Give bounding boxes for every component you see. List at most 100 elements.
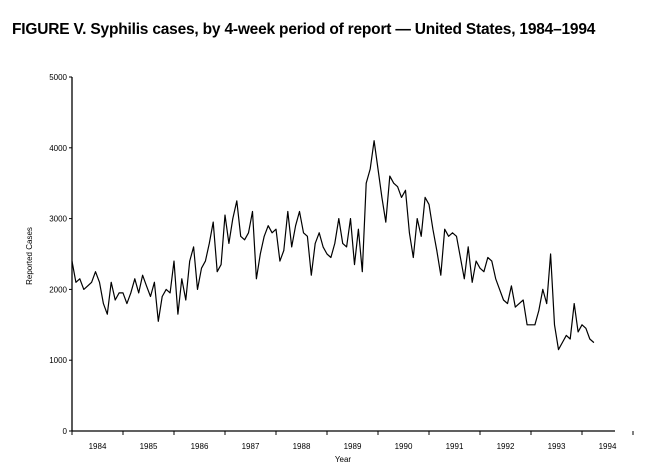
data-point [291, 246, 293, 248]
y-tick-label: 2000 [49, 285, 67, 294]
chart-title: FIGURE V. Syphilis cases, by 4-week peri… [12, 21, 596, 38]
data-point [530, 324, 532, 326]
data-point [240, 235, 242, 237]
data-point [373, 140, 375, 142]
data-point [440, 274, 442, 276]
data-point [295, 225, 297, 227]
y-tick-label: 1000 [49, 356, 67, 365]
data-point [259, 253, 261, 255]
data-point [330, 257, 332, 258]
x-tick-label: 1984 [89, 442, 107, 451]
data-point [416, 218, 418, 220]
data-point [377, 168, 379, 170]
data-point [271, 232, 273, 234]
data-point [71, 260, 73, 262]
data-point [91, 281, 93, 283]
data-point [420, 235, 422, 237]
data-point [448, 235, 450, 237]
data-point [228, 242, 230, 244]
data-point [463, 278, 465, 280]
data-point [397, 186, 399, 188]
data-point [542, 289, 544, 290]
data-point [138, 292, 140, 294]
data-point [299, 211, 300, 212]
data-point [338, 218, 340, 220]
x-tick-label: 1988 [293, 442, 311, 451]
data-point [134, 278, 136, 280]
data-point [303, 232, 304, 234]
data-point [393, 182, 395, 184]
data-point [581, 324, 583, 326]
data-point [389, 175, 391, 177]
data-point [593, 342, 595, 343]
data-point [208, 242, 210, 244]
data-point [495, 278, 497, 280]
data-point [436, 250, 438, 251]
data-point [83, 289, 85, 290]
data-point [189, 260, 191, 262]
data-point [216, 271, 218, 273]
data-point [306, 235, 308, 237]
data-point [173, 260, 175, 262]
data-point [87, 285, 89, 287]
data-point [507, 303, 508, 304]
data-point [185, 299, 187, 301]
data-point [267, 225, 269, 227]
data-point [118, 292, 120, 294]
data-point [452, 232, 453, 234]
data-point [181, 278, 183, 280]
data-point [224, 214, 226, 216]
data-point [75, 281, 77, 283]
data-point [283, 250, 285, 251]
data-point [142, 274, 144, 276]
data-point [554, 324, 555, 326]
data-point [193, 246, 195, 248]
data-point [322, 246, 324, 248]
data-point [252, 211, 253, 212]
data-point [510, 285, 512, 287]
data-point [334, 242, 336, 244]
data-point [573, 303, 575, 304]
data-point [150, 296, 151, 297]
data-point [361, 271, 363, 273]
data-point [503, 299, 504, 301]
data-point [126, 303, 128, 304]
data-point [310, 274, 312, 276]
data-point [487, 257, 489, 258]
data-point [561, 342, 563, 343]
data-point [499, 289, 501, 290]
data-point [197, 289, 198, 290]
data-point [169, 292, 171, 294]
data-point [146, 285, 147, 287]
data-point [232, 218, 234, 220]
data-point [444, 228, 446, 230]
x-tick-label: 1994 [599, 442, 617, 451]
data-point [220, 264, 222, 266]
data-point [408, 232, 410, 234]
x-tick-label: 1991 [446, 442, 464, 451]
x-tick-label: 1986 [191, 442, 209, 451]
data-point [95, 271, 96, 273]
data-point [522, 299, 524, 301]
data-point [538, 310, 540, 312]
data-point [405, 189, 406, 191]
data-point [157, 320, 159, 322]
data-point [432, 228, 434, 230]
data-point [518, 303, 520, 304]
data-point [534, 324, 536, 326]
data-point [479, 267, 481, 269]
data-point [550, 253, 552, 255]
data-point [475, 260, 477, 262]
x-tick-label: 1989 [344, 442, 362, 451]
data-point [275, 228, 277, 230]
data-point [412, 257, 414, 258]
data-point [491, 260, 493, 262]
data-point [106, 313, 108, 315]
data-point [110, 281, 112, 283]
data-point [357, 228, 359, 230]
data-point [565, 335, 567, 336]
data-point [342, 242, 344, 244]
data-point [483, 271, 485, 273]
data-point [326, 253, 328, 255]
data-point [546, 303, 548, 304]
